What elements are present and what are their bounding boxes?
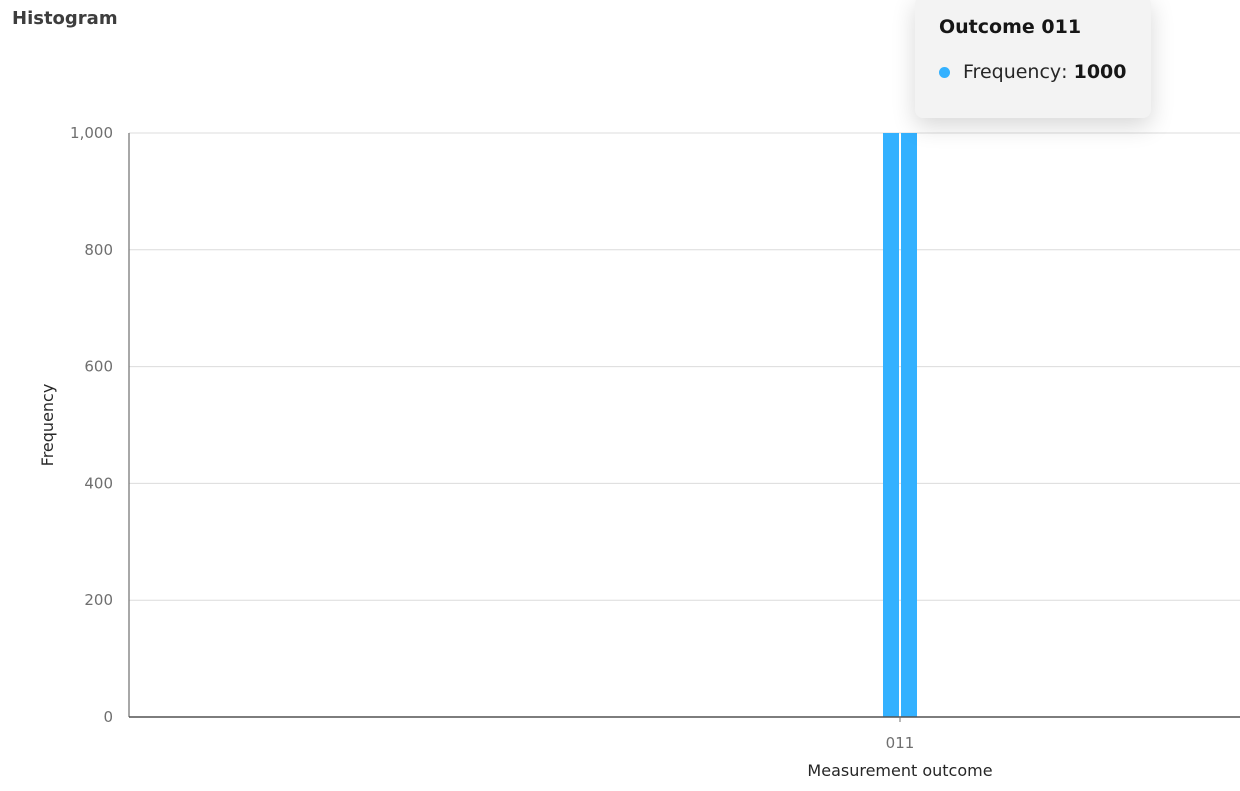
bar-011[interactable] — [883, 133, 899, 717]
tooltip-series-label: Frequency — [963, 61, 1062, 83]
y-tick-label: 1,000 — [70, 124, 113, 142]
bar-tooltip: Outcome 011 Frequency: 1000 — [915, 0, 1151, 118]
tooltip-value: 1000 — [1073, 61, 1127, 83]
bar-011-segment[interactable] — [901, 133, 917, 717]
x-axis-label: Measurement outcome — [807, 761, 992, 780]
x-tick-labels: 011 — [886, 717, 915, 752]
tooltip-separator: : — [1061, 61, 1068, 83]
tooltip-title: Outcome 011 — [939, 16, 1082, 38]
tooltip-row: Frequency: 1000 — [939, 61, 1151, 83]
gridlines — [129, 132, 1240, 601]
axes — [128, 133, 1240, 718]
y-tick-label: 600 — [84, 358, 113, 376]
x-tick-label: 011 — [886, 734, 915, 752]
series-color-dot-icon — [939, 66, 950, 78]
y-tick-labels: 0 200 400 600 800 1,000 — [70, 124, 113, 726]
y-tick-label: 200 — [84, 591, 113, 609]
y-tick-label: 400 — [84, 474, 113, 492]
y-tick-label: 800 — [84, 241, 113, 259]
bars — [883, 133, 917, 717]
chart-title: Histogram — [12, 8, 118, 29]
y-axis-label: Frequency — [38, 384, 57, 467]
y-tick-label: 0 — [103, 708, 113, 726]
